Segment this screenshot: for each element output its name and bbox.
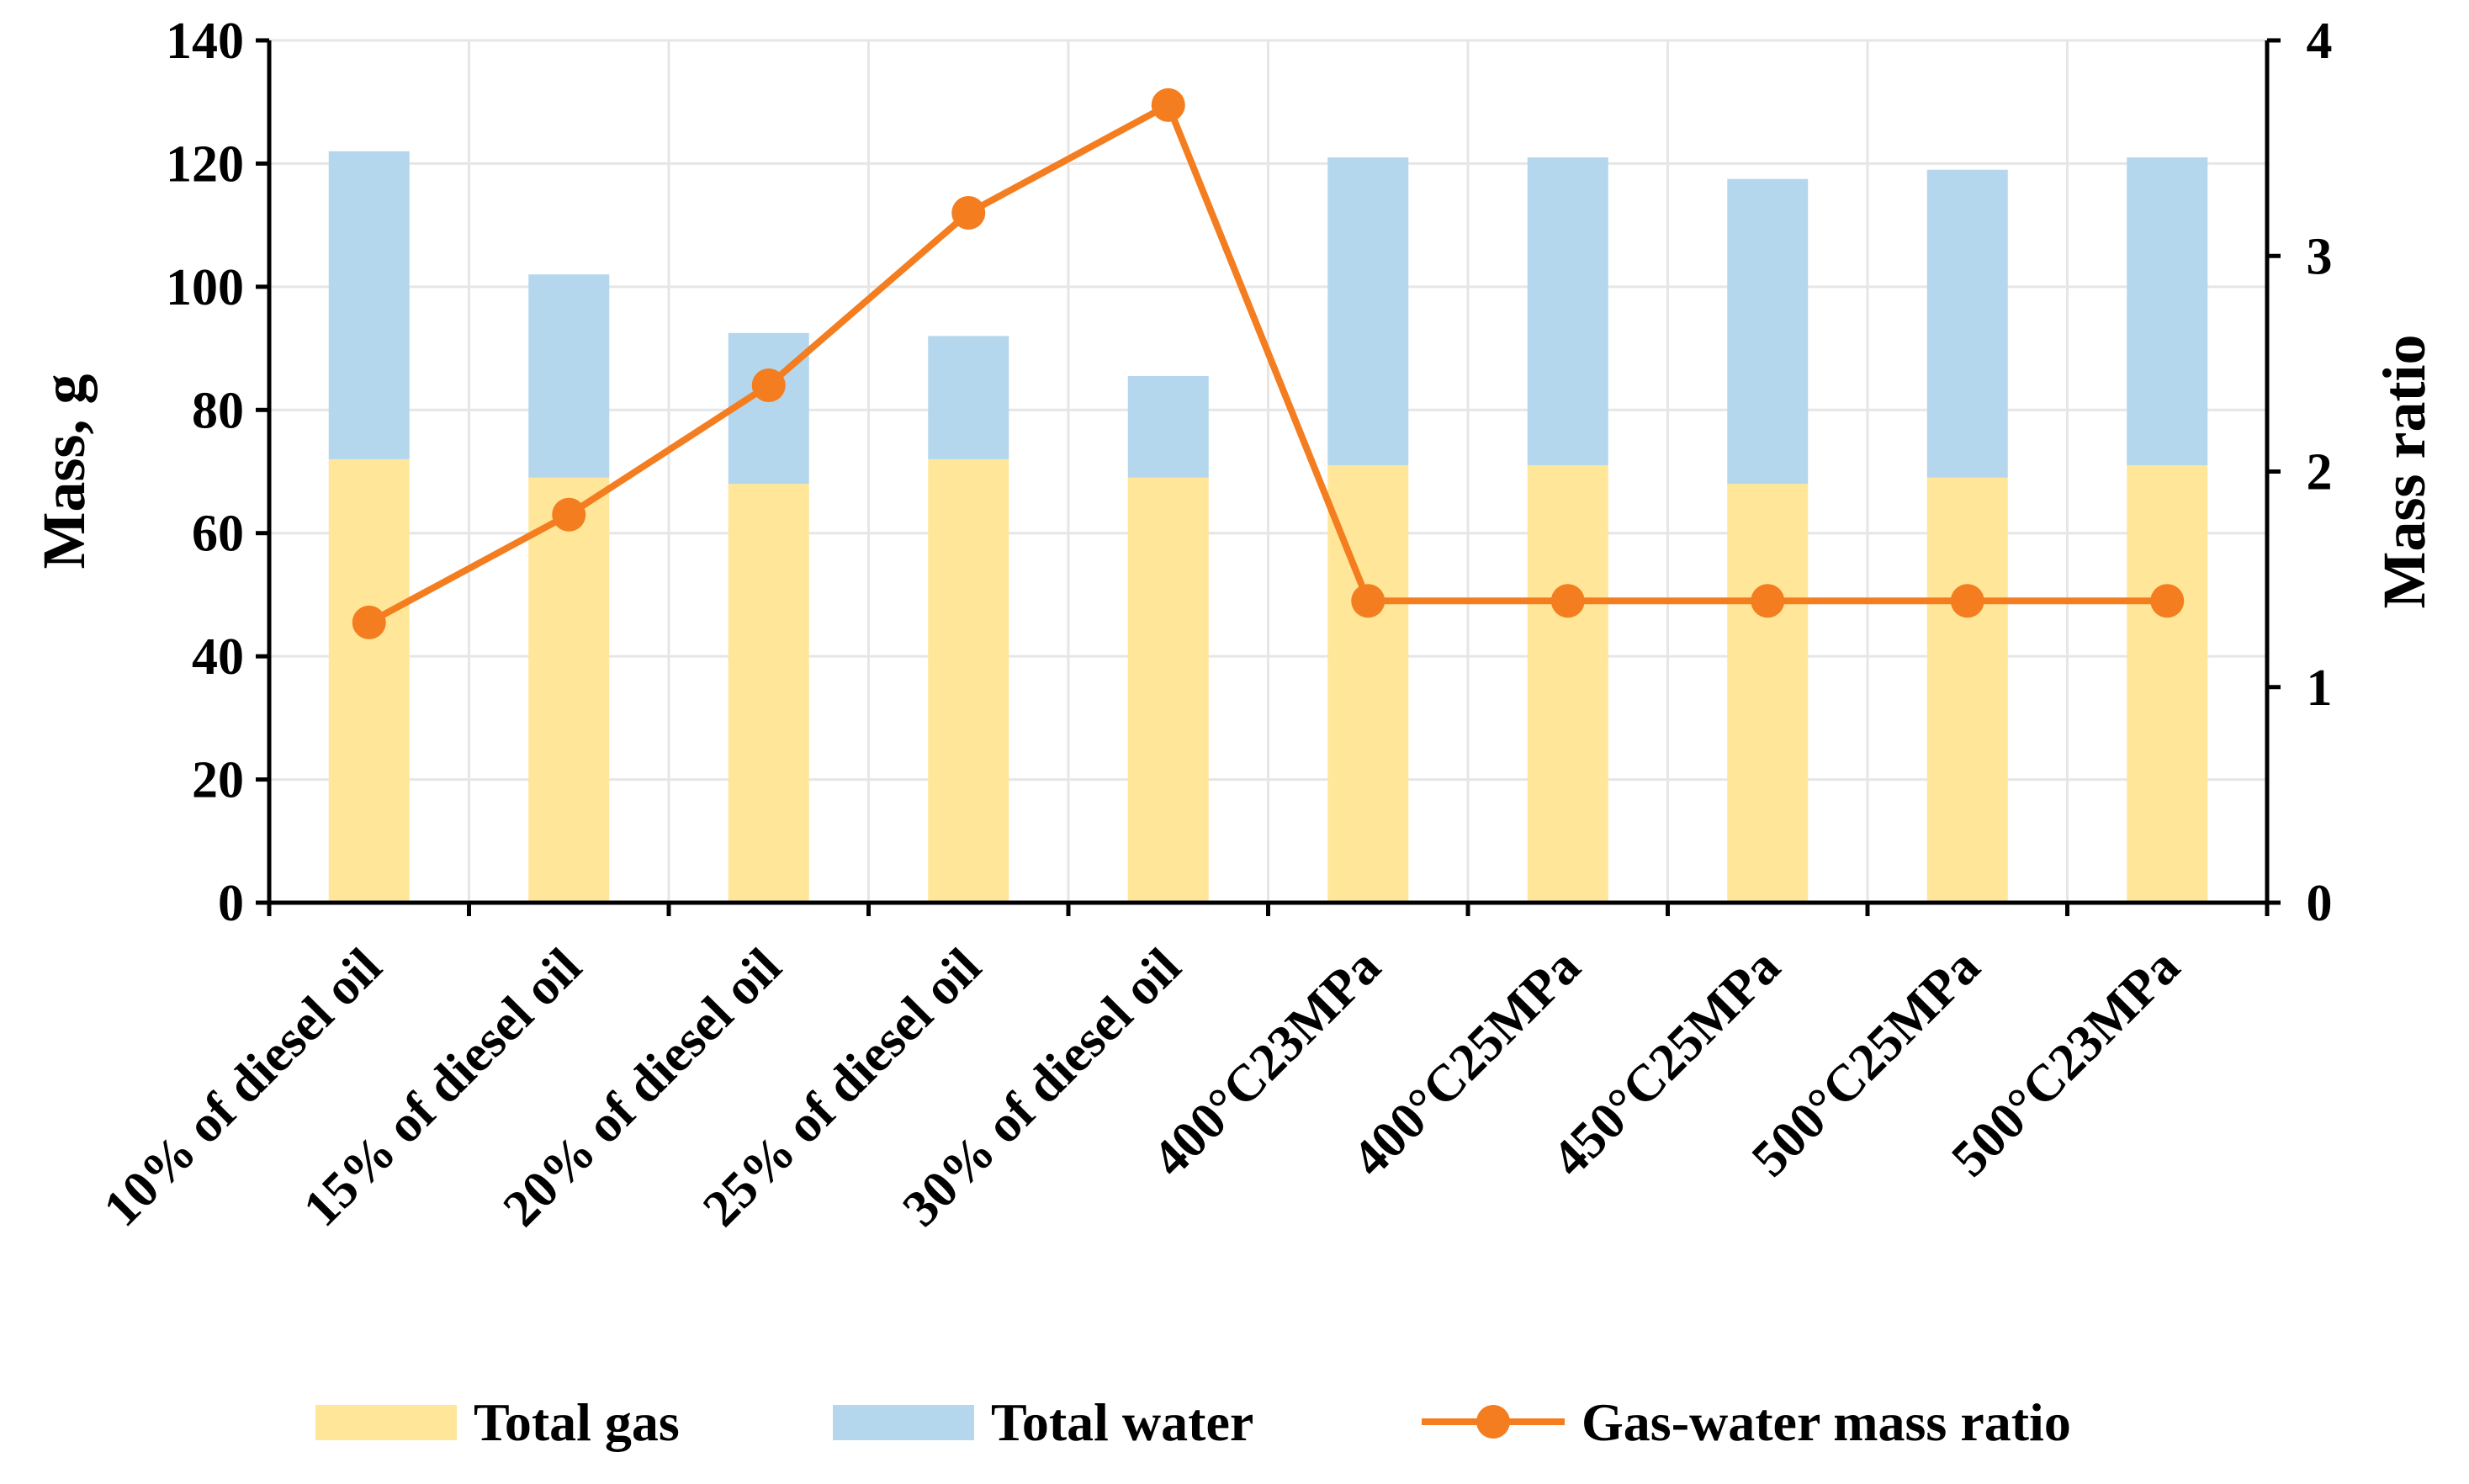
ratio-point — [951, 196, 986, 230]
y-tick-label: 40 — [192, 628, 244, 686]
ratio-point — [352, 605, 386, 639]
ratio-point — [1751, 584, 1785, 618]
legend-label-total-gas: Total gas — [474, 1392, 680, 1452]
bar-total-gas — [1127, 477, 1209, 903]
y-axis-title: Mass, g — [30, 374, 98, 570]
y-tick-label: 60 — [192, 506, 244, 563]
bar-total-water — [1527, 157, 1608, 466]
legend-swatch-total-gas — [315, 1405, 457, 1440]
axis-labels: Mass, g Mass ratio — [30, 335, 2438, 609]
y-tick-label: 140 — [166, 13, 244, 70]
bar-total-water — [1926, 169, 2008, 478]
bar-total-water — [328, 151, 410, 459]
y2-tick-label: 4 — [2307, 13, 2333, 70]
bars — [328, 151, 2208, 903]
ratio-point — [1950, 584, 1984, 618]
bar-total-water — [528, 274, 610, 478]
y-tick-label: 0 — [218, 875, 244, 932]
legend: Total gas Total water Gas-water mass ratio — [315, 1392, 2071, 1452]
bar-total-gas — [328, 458, 410, 903]
legend-swatch-ratio-marker — [1476, 1405, 1510, 1439]
ratio-point — [1151, 87, 1185, 122]
y-tick-label: 80 — [192, 382, 244, 439]
bar-total-gas — [528, 477, 610, 903]
legend-label-ratio: Gas-water mass ratio — [1582, 1392, 2071, 1452]
ratio-point — [1550, 584, 1585, 618]
bar-total-water — [728, 332, 809, 485]
legend-swatch-total-water — [833, 1405, 974, 1440]
ratio-point — [1351, 584, 1386, 618]
legend-label-total-water: Total water — [991, 1392, 1253, 1452]
y-tick-label: 100 — [166, 259, 244, 316]
bar-total-gas — [1527, 465, 1608, 903]
ratio-point — [751, 368, 786, 402]
y-tick-label: 20 — [192, 752, 244, 809]
bar-total-gas — [1727, 484, 1809, 903]
ratio-point — [552, 497, 586, 532]
bar-total-gas — [928, 458, 1009, 903]
bar-total-water — [1727, 178, 1809, 485]
y2-tick-label: 2 — [2307, 444, 2333, 501]
bar-total-water — [928, 336, 1009, 459]
ratio-point — [2150, 584, 2185, 618]
ratio-line — [367, 101, 2168, 626]
bar-total-gas — [1926, 477, 2008, 903]
bar-total-water — [1327, 157, 1409, 466]
gridlines — [269, 39, 2267, 903]
y2-tick-label: 1 — [2307, 660, 2333, 717]
y2-tick-label: 0 — [2307, 875, 2333, 932]
bar-total-gas — [728, 484, 809, 903]
y2-tick-label: 3 — [2307, 228, 2333, 285]
bar-total-water — [1127, 376, 1209, 478]
ratio-line-group — [352, 87, 2185, 639]
bar-total-water — [2127, 157, 2208, 466]
y2-axis-title: Mass ratio — [2371, 335, 2438, 609]
y-tick-label: 120 — [166, 135, 244, 193]
bar-total-gas — [2127, 465, 2208, 903]
